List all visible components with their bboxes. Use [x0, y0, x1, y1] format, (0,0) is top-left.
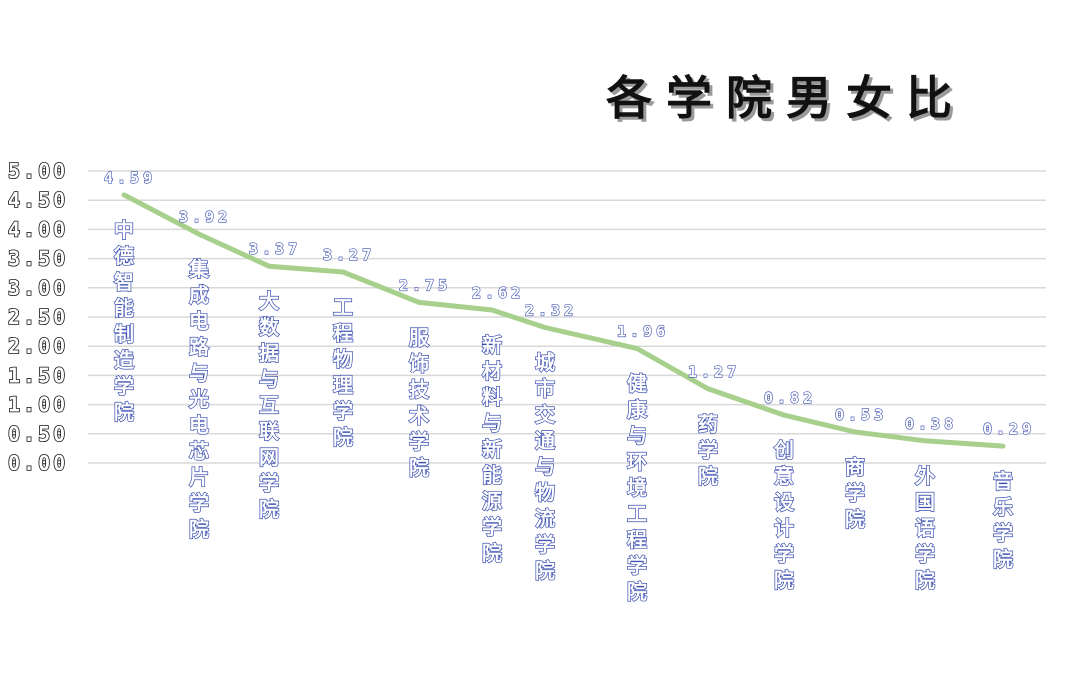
data-label: 1.27 — [688, 363, 740, 381]
data-label: 0.29 — [983, 420, 1035, 438]
category-label: 集成电路与光电芯片学院 — [188, 257, 210, 541]
category-label: 城市交通与物流学院 — [535, 351, 555, 583]
y-tick-label: 4.00 — [8, 217, 68, 241]
y-tick-label: 5.00 — [8, 159, 68, 183]
data-label: 3.37 — [249, 240, 301, 258]
category-label: 大数据与互联网学院 — [259, 289, 280, 521]
y-tick-label: 3.00 — [8, 276, 68, 300]
y-tick-label: 2.00 — [8, 334, 68, 358]
category-label: 中德智能制造学院 — [114, 218, 135, 424]
data-label: 3.27 — [323, 246, 375, 264]
category-label: 服饰技术学院 — [409, 325, 430, 479]
y-tick-label: 1.00 — [8, 393, 68, 417]
data-label: 1.96 — [617, 323, 669, 341]
category-label: 外国语学院 — [915, 464, 935, 592]
category-label: 新材料与新能源学院 — [482, 333, 502, 565]
data-label: 3.92 — [179, 208, 231, 226]
data-label: 0.53 — [835, 406, 887, 424]
data-label: 2.75 — [399, 276, 451, 294]
y-tick-label: 3.50 — [8, 247, 68, 271]
y-tick-label: 0.50 — [8, 422, 68, 446]
data-label: 0.38 — [905, 415, 957, 433]
chart-title: 各学院男女比 — [606, 71, 966, 125]
y-tick-label: 4.50 — [8, 188, 68, 212]
category-label: 健康与环境工程学院 — [627, 372, 648, 604]
category-label: 商学院 — [845, 455, 865, 531]
data-label: 0.82 — [764, 389, 816, 407]
data-label: 2.32 — [525, 302, 577, 320]
y-tick-label: 0.00 — [8, 451, 68, 475]
category-label: 药学院 — [698, 412, 718, 488]
y-tick-label: 2.50 — [8, 305, 68, 329]
category-label: 创意设计学院 — [773, 438, 794, 592]
category-label: 音乐学院 — [993, 469, 1013, 571]
category-label: 工程物理学院 — [333, 295, 353, 449]
data-label: 4.59 — [104, 169, 156, 187]
data-label: 2.62 — [472, 284, 524, 302]
y-tick-label: 1.50 — [8, 363, 68, 387]
